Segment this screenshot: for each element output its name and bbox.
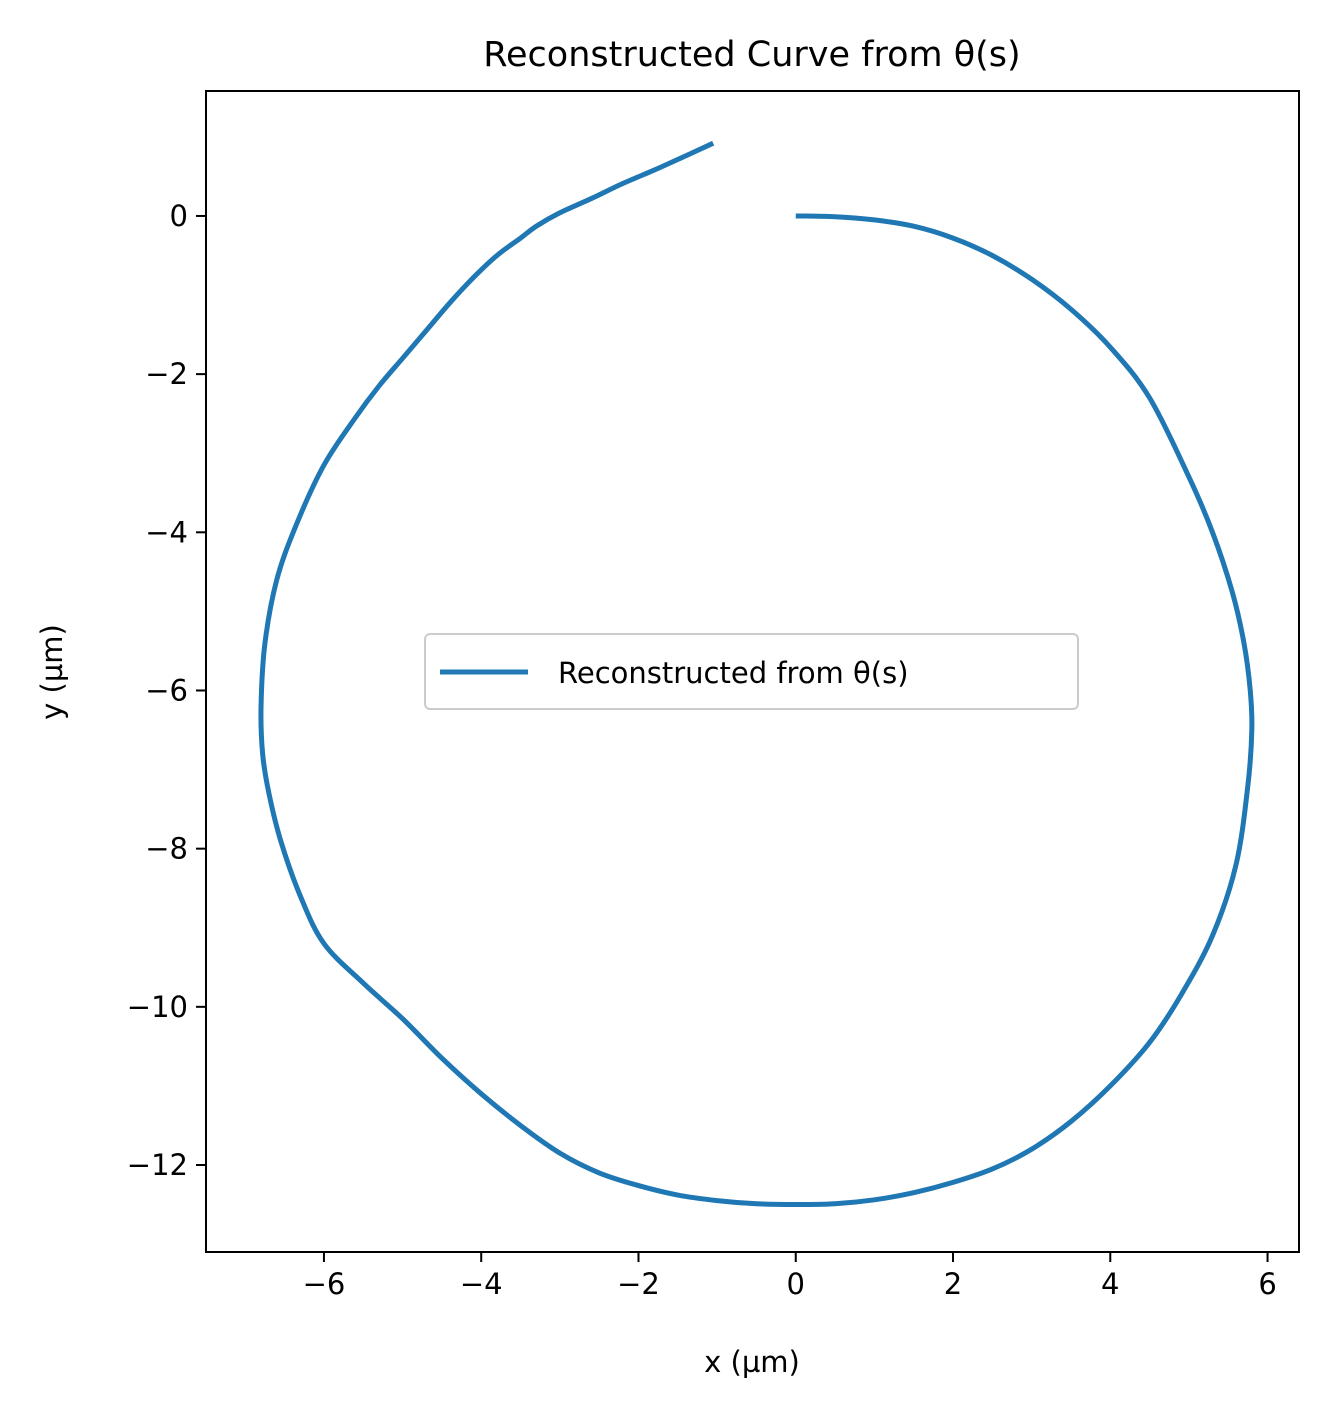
x-tick-label: −4	[460, 1267, 503, 1301]
x-tick-label: 6	[1258, 1267, 1276, 1301]
plot-area: −6 −4 −2 0 2 4 6 0 −2 −4 −6 −8 −10 −12	[127, 90, 1300, 1301]
x-axis-label: x (µm)	[704, 1345, 800, 1379]
y-tick-label: −2	[145, 357, 188, 391]
y-axis-label: y (µm)	[35, 624, 69, 720]
y-tick-label: 0	[170, 199, 188, 233]
legend: Reconstructed from θ(s)	[424, 633, 1079, 710]
series-layer	[258, 140, 1255, 1208]
x-tick-label: −6	[303, 1267, 346, 1301]
axes-frame	[205, 90, 1300, 1253]
y-tick-label: −8	[145, 832, 188, 866]
y-tick-label: −4	[145, 515, 188, 549]
x-axis-ticks: −6 −4 −2 0 2 4 6	[303, 1252, 1277, 1301]
y-tick-label: −10	[127, 990, 188, 1024]
y-tick-label: −6	[145, 673, 188, 707]
x-tick-label: −2	[617, 1267, 660, 1301]
legend-box	[424, 633, 1079, 710]
legend-entry-label: Reconstructed from θ(s)	[558, 656, 909, 690]
series-line-0	[258, 140, 1255, 1208]
chart-title: Reconstructed Curve from θ(s)	[483, 35, 1020, 75]
x-tick-label: 2	[944, 1267, 962, 1301]
y-tick-label: −12	[127, 1148, 188, 1182]
y-axis-ticks: 0 −2 −4 −6 −8 −10 −12	[127, 199, 206, 1182]
x-tick-label: 4	[1101, 1267, 1119, 1301]
x-tick-label: 0	[787, 1267, 805, 1301]
